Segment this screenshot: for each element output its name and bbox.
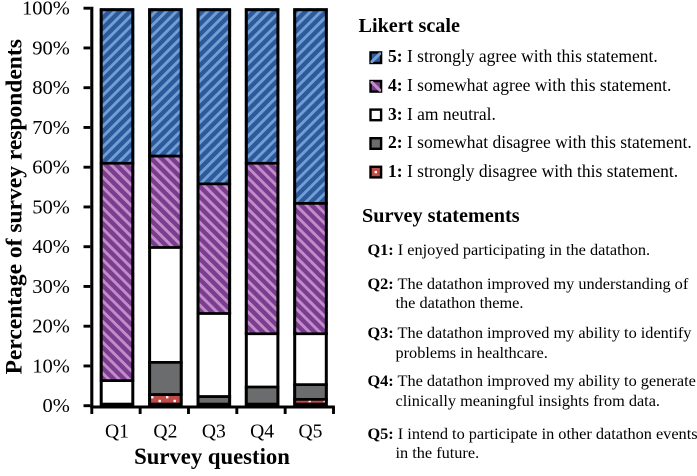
svg-text:80%: 80% (32, 77, 70, 99)
svg-text:Percentage of survey responden: Percentage of survey respondents (2, 39, 28, 374)
svg-text:Q1: Q1 (105, 422, 129, 443)
svg-text:10%: 10% (32, 355, 70, 377)
svg-text:70%: 70% (32, 117, 70, 139)
svg-text:Q4: Q4 (250, 422, 274, 443)
svg-text:100%: 100% (22, 0, 70, 20)
svg-text:90%: 90% (32, 37, 70, 59)
svg-text:40%: 40% (32, 236, 70, 258)
svg-text:0%: 0% (42, 395, 69, 417)
svg-text:30%: 30% (32, 276, 70, 298)
svg-text:Q3: Q3 (202, 422, 226, 443)
svg-text:60%: 60% (32, 157, 70, 179)
svg-text:20%: 20% (32, 316, 70, 338)
svg-text:50%: 50% (32, 196, 70, 218)
svg-text:Q2: Q2 (153, 422, 177, 443)
svg-text:Q5: Q5 (299, 422, 323, 443)
svg-text:Survey question: Survey question (134, 444, 290, 469)
